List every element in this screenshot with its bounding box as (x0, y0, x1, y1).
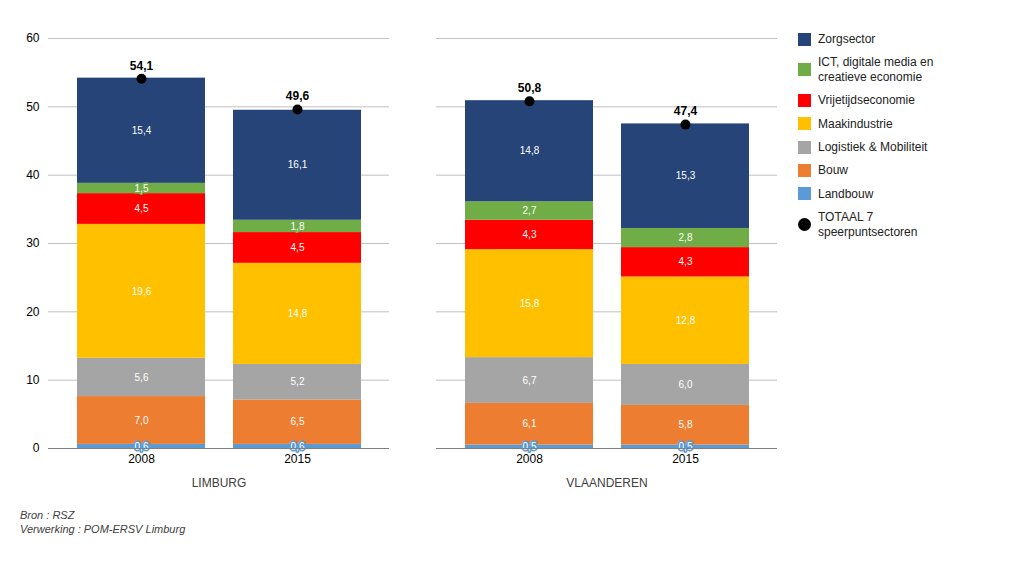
svg-text:2015: 2015 (672, 452, 699, 466)
svg-text:19,6: 19,6 (132, 286, 152, 297)
svg-text:0,5: 0,5 (679, 441, 693, 452)
html-text:ICT, digitale media en creatie: ICT, digitale media en creatieve economi… (818, 55, 934, 84)
svg-text:6,0: 6,0 (679, 379, 693, 390)
svg-text:5,2: 5,2 (291, 376, 305, 387)
svg-text:0,5: 0,5 (523, 441, 537, 452)
svg-text:5,6: 5,6 (135, 372, 149, 383)
svg-text:60: 60 (26, 31, 40, 45)
svg-text:49,6: 49,6 (286, 89, 310, 103)
svg-text:1,5: 1,5 (135, 183, 149, 194)
svg-text:4,5: 4,5 (135, 203, 149, 214)
svg-text:20: 20 (26, 305, 40, 319)
svg-text:2015: 2015 (284, 452, 311, 466)
svg-text:54,1: 54,1 (130, 59, 154, 73)
html-text:Bouw: Bouw (818, 163, 848, 178)
svg-text:6,7: 6,7 (523, 375, 537, 386)
svg-text:12,8: 12,8 (676, 315, 696, 326)
html-text:Maakindustrie: Maakindustrie (818, 116, 893, 131)
svg-text:VLAANDEREN: VLAANDEREN (566, 476, 647, 490)
svg-text:14,8: 14,8 (520, 145, 540, 156)
svg-text:2,7: 2,7 (523, 205, 537, 216)
html-text:TOTAAL 7 speerpuntsectoren: TOTAAL 7 speerpuntsectoren (818, 210, 918, 239)
html-text:Logistiek & Mobiliteit: Logistiek & Mobiliteit (818, 140, 928, 154)
html-text:Zorgsector: Zorgsector (818, 32, 876, 46)
svg-text:50: 50 (26, 100, 40, 114)
svg-text:50,8: 50,8 (518, 81, 542, 95)
svg-text:14,8: 14,8 (288, 308, 308, 319)
svg-text:4,3: 4,3 (679, 256, 693, 267)
svg-text:16,1: 16,1 (288, 159, 308, 170)
svg-text:15,3: 15,3 (676, 170, 696, 181)
svg-text:0,6: 0,6 (291, 441, 305, 452)
svg-text:1,8: 1,8 (291, 221, 305, 232)
html-text:Bron : RSZ Verwerking : POM-ER: Bron : RSZ Verwerking : POM-ERSV Limburg (20, 509, 186, 536)
svg-text:2008: 2008 (128, 452, 155, 466)
svg-text:40: 40 (26, 168, 40, 182)
svg-text:4,5: 4,5 (291, 242, 305, 253)
svg-text:6,1: 6,1 (523, 418, 537, 429)
svg-text:LIMBURG: LIMBURG (192, 476, 247, 490)
html-text:Vrijetijdseconomie: Vrijetijdseconomie (818, 93, 915, 108)
svg-text:47,4: 47,4 (674, 104, 698, 118)
svg-text:10: 10 (26, 373, 40, 387)
svg-text:6,5: 6,5 (291, 416, 305, 427)
svg-text:2008: 2008 (516, 452, 543, 466)
svg-text:15,8: 15,8 (520, 298, 540, 309)
svg-text:30: 30 (26, 236, 40, 250)
svg-text:7,0: 7,0 (135, 415, 149, 426)
svg-text:0: 0 (33, 441, 40, 455)
svg-text:15,4: 15,4 (132, 125, 152, 136)
svg-text:5,8: 5,8 (679, 419, 693, 430)
svg-text:2,8: 2,8 (679, 232, 693, 243)
html-text:Landbouw: Landbouw (818, 186, 874, 201)
svg-text:0,6: 0,6 (135, 441, 149, 452)
svg-text:4,3: 4,3 (523, 229, 537, 240)
